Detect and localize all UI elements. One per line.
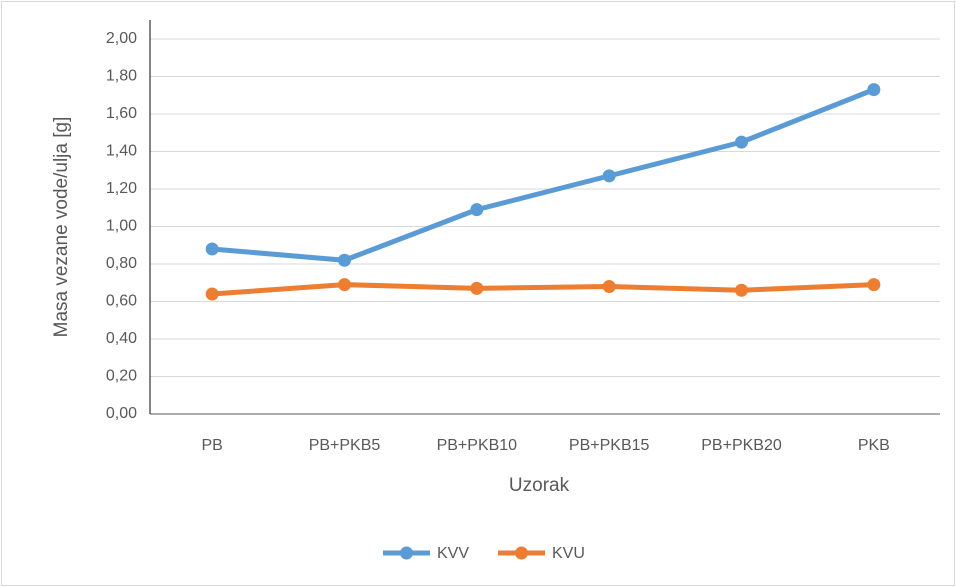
series-line	[211, 282, 874, 297]
x-tick-label: PB+PKB15	[569, 437, 650, 454]
point	[735, 283, 748, 297]
x-tick-label: PB	[201, 437, 222, 454]
y-axis-label: Masa vezane vode/ulja [g]	[51, 117, 72, 338]
y-tick-label: 0,80	[106, 255, 137, 272]
point	[205, 287, 219, 301]
y-tick-label: 1,20	[106, 180, 137, 197]
y-tick-label: 1,80	[106, 68, 137, 85]
series-line	[211, 87, 875, 263]
x-tick-label: PKB	[858, 437, 890, 454]
point	[470, 203, 484, 217]
point	[338, 278, 351, 292]
x-tick-label: PB+PKB5	[309, 437, 381, 454]
legend-marker	[400, 546, 413, 560]
y-tick-label: 0,00	[106, 405, 137, 422]
point	[735, 135, 748, 149]
y-tick-label: 1,00	[106, 218, 137, 235]
point	[867, 83, 881, 97]
point	[602, 169, 616, 183]
point	[338, 253, 351, 267]
x-tick-label: PB+PKB20	[701, 437, 782, 454]
point	[205, 242, 219, 256]
x-axis-label: Uzorak	[509, 475, 570, 496]
legend-label: KVU	[552, 545, 585, 562]
legend-label: KVV	[437, 545, 469, 562]
x-tick-label: PB+PKB10	[437, 437, 518, 454]
point	[867, 278, 881, 292]
y-tick-label: 2,00	[106, 30, 137, 47]
point	[470, 281, 484, 295]
legend-marker	[515, 546, 528, 560]
y-tick-label: 0,20	[106, 368, 137, 385]
y-tick-label: 1,40	[106, 143, 137, 160]
y-tick-label: 0,40	[106, 330, 137, 347]
point	[602, 280, 616, 293]
y-tick-label: 1,60	[106, 105, 137, 122]
y-tick-label: 0,60	[106, 293, 137, 310]
